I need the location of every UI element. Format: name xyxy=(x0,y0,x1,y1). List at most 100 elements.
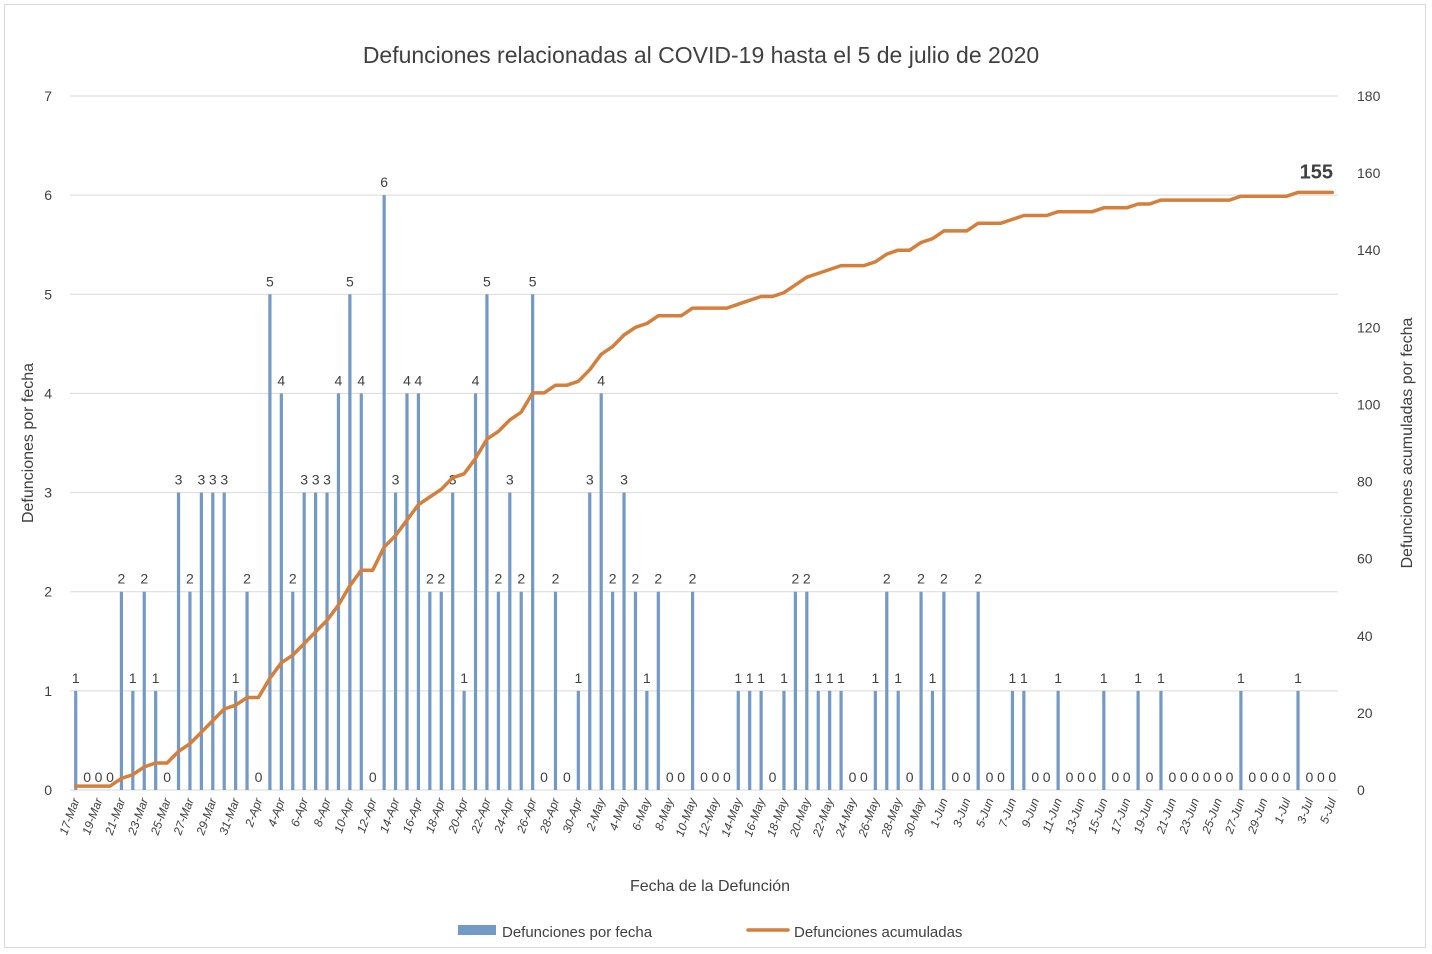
bar xyxy=(976,591,980,790)
bar-data-label: 0 xyxy=(1328,769,1336,785)
bar-data-label: 0 xyxy=(1180,769,1188,785)
bar xyxy=(1102,690,1106,790)
x-tick-label: 9-Jun xyxy=(1019,796,1043,829)
x-tick-label: 18-Apr xyxy=(423,795,449,835)
bar-data-label: 4 xyxy=(357,372,365,388)
bar-data-label: 1 xyxy=(894,670,902,686)
bar-data-label: 4 xyxy=(403,372,411,388)
bar-data-label: 4 xyxy=(472,372,480,388)
bar-data-label: 2 xyxy=(974,571,982,587)
bar-data-label: 0 xyxy=(1317,769,1325,785)
bar-data-label: 2 xyxy=(118,571,126,587)
x-tick-label: 4-Apr xyxy=(265,795,289,828)
bar xyxy=(588,492,592,790)
bar xyxy=(359,393,363,790)
bar xyxy=(611,591,615,790)
bar xyxy=(828,690,832,790)
legend-bar-label: Defunciones por fecha xyxy=(502,924,653,941)
bar-data-label: 5 xyxy=(266,273,274,289)
bar-data-label: 1 xyxy=(72,670,80,686)
bar-data-label: 1 xyxy=(1009,670,1017,686)
y-tick-label: 2 xyxy=(44,584,52,600)
bar-data-label: 0 xyxy=(666,769,674,785)
bar xyxy=(405,393,409,790)
bar xyxy=(873,690,877,790)
bar-data-label: 2 xyxy=(437,571,445,587)
y-tick-label: 4 xyxy=(44,385,52,401)
legend-bar-swatch xyxy=(458,925,496,935)
bar-data-label: 0 xyxy=(1043,769,1051,785)
bar xyxy=(291,591,295,790)
cumulative-end-label: 155 xyxy=(1300,161,1333,183)
bar xyxy=(485,294,489,790)
bar xyxy=(793,591,797,790)
x-tick-label: 1-Jul xyxy=(1271,796,1293,826)
y-tick-label: 7 xyxy=(44,88,52,104)
bar-data-label: 0 xyxy=(1271,769,1279,785)
x-tick-label: 13-Jun xyxy=(1062,796,1088,836)
bar-data-label: 0 xyxy=(563,769,571,785)
bar-data-label: 3 xyxy=(209,472,217,488)
bar-data-label: 1 xyxy=(574,670,582,686)
bar-data-label: 0 xyxy=(106,769,114,785)
x-tick-label: 14-Apr xyxy=(377,795,403,835)
bar xyxy=(211,492,215,790)
x-tick-label: 7-Jun xyxy=(996,796,1020,829)
bar-data-label: 1 xyxy=(826,670,834,686)
bar-data-label: 3 xyxy=(323,472,331,488)
bar xyxy=(942,591,946,790)
bar xyxy=(1239,690,1243,790)
bar xyxy=(74,690,78,790)
bar-data-label: 3 xyxy=(197,472,205,488)
bar xyxy=(382,195,386,791)
x-tick-label: 29-Jun xyxy=(1244,796,1270,837)
bar xyxy=(451,492,455,790)
x-tick-label: 23-Jun xyxy=(1176,796,1202,837)
bar-data-label: 1 xyxy=(1054,670,1062,686)
bar-data-label: 3 xyxy=(620,472,628,488)
y2-tick-label: 180 xyxy=(1357,88,1381,104)
y2-axis-title: Defunciones acumuladas por fecha xyxy=(1399,317,1416,568)
bar-data-label: 2 xyxy=(632,571,640,587)
x-tick-label: 5-Jul xyxy=(1317,796,1339,826)
x-tick-label: 31-Mar xyxy=(216,795,242,836)
y-tick-label: 3 xyxy=(44,485,52,501)
bar-data-label: 1 xyxy=(1237,670,1245,686)
bar-data-label: 0 xyxy=(1077,769,1085,785)
x-tick-label: 20-Apr xyxy=(445,795,471,836)
y2-axis-ticks: 0 20 40 60 80 100 120 140 160 180 xyxy=(1357,88,1381,798)
bar xyxy=(759,690,763,790)
y2-tick-label: 60 xyxy=(1357,551,1373,567)
bar xyxy=(462,690,466,790)
bar-data-label: 1 xyxy=(814,670,822,686)
bar-data-label: 2 xyxy=(517,571,525,587)
bar xyxy=(1010,690,1015,790)
bar xyxy=(919,591,923,790)
bar-data-label: 0 xyxy=(255,769,263,785)
bar-data-label: 1 xyxy=(232,670,240,686)
cumulative-line xyxy=(73,190,1335,788)
x-tick-label: 15-Jun xyxy=(1085,796,1111,836)
bar xyxy=(348,294,352,790)
bar-data-label: 0 xyxy=(1168,769,1176,785)
bar xyxy=(119,591,124,790)
bar xyxy=(439,591,443,790)
bar xyxy=(245,591,249,790)
bar xyxy=(1056,690,1060,790)
gridlines xyxy=(70,95,1338,791)
y2-tick-label: 100 xyxy=(1357,396,1381,412)
legend: Defunciones por fecha Defunciones acumul… xyxy=(458,924,962,941)
bar xyxy=(428,591,432,790)
bar-data-label: 2 xyxy=(940,571,948,587)
bar-data-label: 0 xyxy=(1248,769,1256,785)
x-tick-label: 26-Apr xyxy=(514,795,540,836)
y-tick-label: 5 xyxy=(44,286,52,302)
bar xyxy=(576,690,580,790)
chart-title: Defunciones relacionadas al COVID-19 has… xyxy=(363,42,1039,68)
x-tick-label: 2-May xyxy=(583,795,608,833)
bar-data-label: 0 xyxy=(997,769,1005,785)
bar-data-label: 4 xyxy=(597,372,605,388)
x-tick-label: 16-Apr xyxy=(400,795,426,835)
x-tick-label: 3-Jul xyxy=(1294,796,1316,826)
x-tick-label: 6-Apr xyxy=(288,795,312,828)
